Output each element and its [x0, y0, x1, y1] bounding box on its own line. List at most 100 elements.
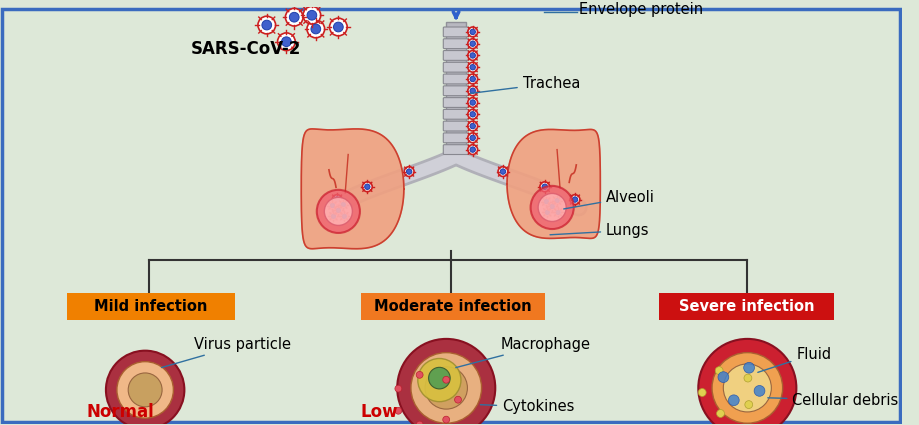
Circle shape — [470, 41, 475, 46]
FancyBboxPatch shape — [66, 293, 235, 320]
Circle shape — [150, 400, 157, 408]
Circle shape — [124, 386, 132, 394]
Circle shape — [743, 374, 751, 382]
FancyBboxPatch shape — [443, 27, 469, 37]
Circle shape — [415, 421, 423, 425]
Circle shape — [281, 37, 291, 47]
Circle shape — [470, 88, 475, 94]
Circle shape — [425, 367, 467, 409]
Polygon shape — [301, 129, 403, 249]
Circle shape — [335, 208, 340, 212]
Circle shape — [151, 402, 155, 406]
Circle shape — [467, 121, 477, 131]
Circle shape — [470, 135, 475, 141]
Circle shape — [394, 385, 402, 392]
Circle shape — [307, 20, 324, 38]
Text: Fluid: Fluid — [757, 346, 831, 372]
Circle shape — [324, 197, 352, 225]
Text: Moderate infection: Moderate infection — [374, 299, 531, 314]
Circle shape — [467, 98, 477, 108]
Circle shape — [470, 100, 475, 105]
Circle shape — [262, 20, 271, 30]
Text: Lungs: Lungs — [550, 223, 649, 238]
Circle shape — [545, 210, 549, 215]
Circle shape — [342, 214, 346, 218]
Circle shape — [394, 407, 402, 414]
Circle shape — [728, 395, 738, 405]
Circle shape — [543, 199, 548, 204]
Text: Virus particle: Virus particle — [162, 337, 291, 368]
Circle shape — [538, 193, 565, 221]
Circle shape — [126, 388, 130, 392]
Circle shape — [257, 16, 276, 34]
Circle shape — [302, 6, 321, 24]
Circle shape — [553, 208, 562, 216]
Circle shape — [339, 201, 346, 208]
Circle shape — [467, 27, 477, 37]
Circle shape — [716, 410, 723, 417]
Circle shape — [403, 167, 414, 176]
Circle shape — [132, 371, 141, 380]
FancyBboxPatch shape — [443, 39, 469, 48]
Circle shape — [467, 133, 477, 143]
Circle shape — [442, 376, 449, 383]
Circle shape — [289, 12, 299, 22]
FancyBboxPatch shape — [443, 74, 469, 84]
Circle shape — [542, 198, 550, 206]
FancyBboxPatch shape — [443, 86, 469, 96]
FancyBboxPatch shape — [443, 51, 469, 60]
Circle shape — [470, 29, 475, 34]
Text: Mild infection: Mild infection — [95, 299, 208, 314]
Circle shape — [698, 388, 706, 397]
Circle shape — [362, 182, 372, 192]
Circle shape — [134, 402, 139, 406]
FancyBboxPatch shape — [658, 293, 833, 320]
Circle shape — [278, 33, 295, 51]
Circle shape — [714, 367, 722, 374]
Circle shape — [743, 363, 754, 373]
Circle shape — [442, 416, 449, 423]
Text: Envelope protein: Envelope protein — [578, 2, 702, 17]
Circle shape — [334, 197, 339, 202]
Circle shape — [539, 182, 549, 192]
Circle shape — [158, 386, 165, 394]
Circle shape — [331, 214, 335, 218]
Circle shape — [467, 51, 477, 60]
Circle shape — [744, 401, 752, 408]
Circle shape — [128, 373, 162, 407]
FancyBboxPatch shape — [443, 62, 469, 72]
Circle shape — [285, 8, 302, 26]
Circle shape — [467, 39, 477, 48]
Circle shape — [530, 186, 573, 229]
Circle shape — [340, 212, 347, 220]
Circle shape — [428, 367, 449, 389]
FancyBboxPatch shape — [2, 9, 900, 422]
Circle shape — [311, 24, 321, 34]
Text: Cellular debris: Cellular debris — [767, 393, 898, 408]
Circle shape — [470, 112, 475, 117]
Circle shape — [543, 208, 550, 216]
Circle shape — [106, 351, 184, 425]
Circle shape — [497, 167, 507, 176]
Circle shape — [470, 123, 475, 129]
Text: Severe infection: Severe infection — [678, 299, 813, 314]
Text: Low: Low — [360, 403, 398, 421]
Circle shape — [330, 203, 335, 208]
Circle shape — [329, 212, 337, 220]
FancyBboxPatch shape — [443, 109, 469, 119]
Circle shape — [329, 18, 346, 36]
Circle shape — [150, 371, 157, 380]
Circle shape — [470, 53, 475, 58]
Circle shape — [541, 184, 547, 190]
Circle shape — [406, 169, 412, 174]
Circle shape — [415, 371, 423, 378]
Circle shape — [754, 385, 764, 396]
Circle shape — [307, 10, 316, 20]
FancyBboxPatch shape — [443, 98, 469, 108]
Circle shape — [470, 147, 475, 152]
Circle shape — [397, 339, 494, 425]
Text: Macrophage: Macrophage — [455, 337, 590, 368]
Circle shape — [417, 359, 460, 402]
Circle shape — [570, 195, 579, 204]
Circle shape — [552, 197, 561, 204]
